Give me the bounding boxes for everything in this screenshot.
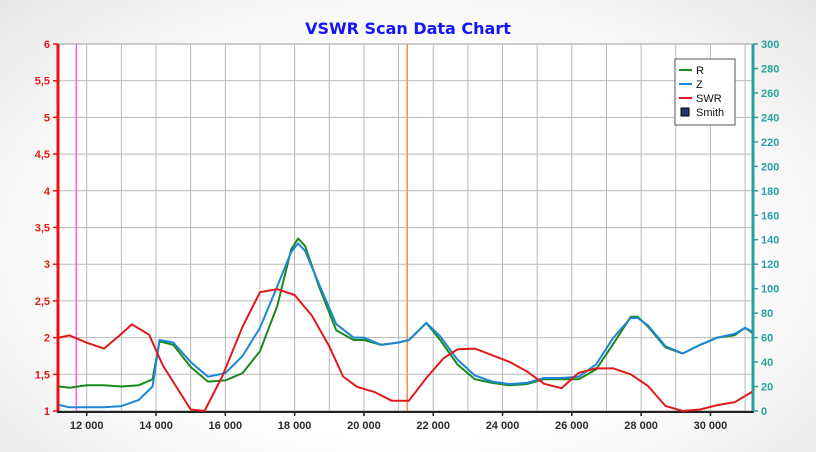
y-left-tick-label: 3,5 (35, 223, 50, 235)
y-left-tick-label: 1 (44, 406, 50, 418)
y-right-tick-label: 220 (761, 137, 779, 149)
y-right-tick-label: 160 (761, 210, 779, 222)
x-tick-label: 22 000 (416, 420, 450, 432)
y-left-tick-label: 2,5 (35, 296, 50, 308)
y-left-tick-label: 4,5 (35, 149, 50, 161)
y-right-tick-label: 300 (761, 39, 779, 51)
y-left-tick-label: 1,5 (35, 369, 50, 381)
y-right-tick-label: 80 (761, 308, 773, 320)
chart-title: VSWR Scan Data Chart (305, 19, 511, 38)
y-right-tick-label: 180 (761, 186, 779, 198)
legend-label: Z (696, 79, 703, 91)
x-tick-label: 12 000 (70, 420, 104, 432)
y-right-tick-label: 60 (761, 333, 773, 345)
y-right-tick-label: 20 (761, 382, 773, 394)
legend-label: SWR (696, 93, 722, 105)
y-left-tick-label: 6 (44, 39, 50, 51)
legend-swatch (680, 107, 690, 117)
series-line-z (58, 242, 753, 409)
y-right-tick-label: 120 (761, 259, 779, 271)
y-left-tick-label: 3 (44, 259, 50, 271)
legend-label: Smith (696, 107, 724, 119)
x-tick-label: 24 000 (486, 420, 520, 432)
x-tick-label: 18 000 (278, 420, 312, 432)
legend-label: R (696, 65, 704, 77)
y-right-tick-label: 0 (761, 406, 767, 418)
y-right-tick-label: 280 (761, 63, 779, 75)
y-right-tick-label: 240 (761, 112, 779, 124)
y-right-tick-label: 40 (761, 357, 773, 369)
y-left-tick-label: 5,5 (35, 76, 50, 88)
x-tick-label: 16 000 (208, 420, 242, 432)
y-left-tick-label: 4 (44, 186, 51, 198)
x-tick-label: 14 000 (139, 420, 173, 432)
y-right-tick-label: 100 (761, 284, 779, 296)
x-tick-label: 30 000 (694, 420, 728, 432)
y-right-tick-label: 260 (761, 88, 779, 100)
series-line-swr (58, 288, 753, 412)
y-right-tick-label: 200 (761, 161, 779, 173)
x-tick-label: 28 000 (624, 420, 658, 432)
y-right-tick-label: 140 (761, 235, 779, 247)
y-left-tick-label: 5 (44, 112, 50, 124)
y-left-tick-label: 2 (44, 333, 50, 345)
x-tick-label: 20 000 (347, 420, 381, 432)
x-tick-label: 26 000 (555, 420, 589, 432)
